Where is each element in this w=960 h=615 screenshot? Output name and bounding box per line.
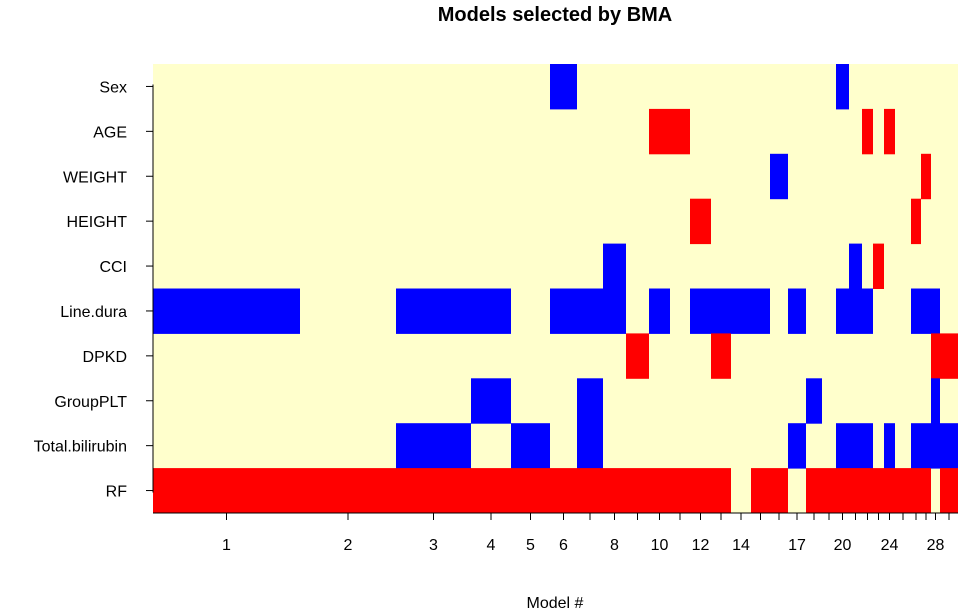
cell-groupplt-4-4 xyxy=(471,378,511,424)
y-tick-label: DPKD xyxy=(83,349,127,366)
cell-age-10-11 xyxy=(649,108,690,155)
cell-line-dura-3-4 xyxy=(396,288,511,334)
cell-cci-8-8 xyxy=(603,243,626,289)
cell-line-dura-17-17 xyxy=(788,288,806,334)
cell-height-26-26 xyxy=(911,198,921,245)
x-axis: 1 2 3 4 5 6 8 10 12 14 17 20 24 28 xyxy=(153,512,958,554)
cell-sex-20-20 xyxy=(836,64,849,110)
cell-dpkd-29-29 xyxy=(940,333,958,379)
cell-line-dura-1-1 xyxy=(153,288,300,334)
cell-rf-15-16 xyxy=(751,468,788,514)
cell-age-22-22 xyxy=(862,108,873,155)
x-tick-label: 4 xyxy=(487,537,496,554)
x-tick-label: 3 xyxy=(429,537,438,554)
cell-line-dura-6-8 xyxy=(550,288,626,334)
cell-sex-6-6 xyxy=(550,64,577,110)
cell-line-dura-12-15 xyxy=(690,288,770,334)
cell-age-24-24 xyxy=(884,108,895,155)
cell-line-dura-20-22 xyxy=(836,288,873,334)
x-axis-title: Model # xyxy=(527,595,584,612)
y-tick-label: HEIGHT xyxy=(67,214,128,231)
y-tick-label: RF xyxy=(106,484,128,501)
x-tick-label: 8 xyxy=(610,537,619,554)
cell-height-12-12 xyxy=(690,198,711,245)
cell-total-bilirubin-3-3 xyxy=(396,423,471,469)
cell-weight-27-27 xyxy=(921,153,931,200)
x-tick-label: 10 xyxy=(651,537,669,554)
cell-dpkd-13-13 xyxy=(711,333,731,379)
cell-total-bilirubin-7-7 xyxy=(577,423,603,469)
cell-total-bilirubin-17-17 xyxy=(788,423,806,469)
x-tick-label: 6 xyxy=(559,537,568,554)
cell-cci-23-23 xyxy=(873,243,884,289)
cell-line-dura-26-28 xyxy=(911,288,940,334)
y-tick-label: CCI xyxy=(99,259,127,276)
cell-line-dura-10-10 xyxy=(649,288,670,334)
y-tick-label: AGE xyxy=(93,124,127,141)
chart-title: Models selected by BMA xyxy=(438,4,673,26)
x-tick-label: 17 xyxy=(788,537,806,554)
cell-weight-16-16 xyxy=(770,153,788,200)
cell-groupplt-7-7 xyxy=(577,378,603,424)
cell-total-bilirubin-5-5 xyxy=(511,423,550,469)
cell-groupplt-28-28 xyxy=(931,378,940,424)
x-tick-label: 20 xyxy=(834,537,852,554)
cell-rf-1-13 xyxy=(153,468,731,514)
y-tick-label: Line.dura xyxy=(60,304,127,321)
y-tick-label: GroupPLT xyxy=(54,394,127,411)
cell-dpkd-28-28 xyxy=(931,333,940,379)
cell-dpkd-9-9 xyxy=(626,333,649,379)
cell-total-bilirubin-24-24 xyxy=(884,423,895,469)
cell-cci-21-21 xyxy=(849,243,862,289)
cell-total-bilirubin-20-22 xyxy=(836,423,873,469)
y-tick-label: Total.bilirubin xyxy=(34,439,127,456)
x-tick-label: 28 xyxy=(927,537,945,554)
cell-groupplt-18-18 xyxy=(806,378,822,424)
cell-total-bilirubin-26-29 xyxy=(911,423,958,469)
x-tick-label: 2 xyxy=(344,537,353,554)
x-tick-label: 24 xyxy=(881,537,899,554)
x-tick-label: 12 xyxy=(692,537,710,554)
x-tick-label: 14 xyxy=(732,537,750,554)
y-axis: Sex AGE WEIGHT HEIGHT CCI Line.dura DPKD GroupP… xyxy=(34,79,154,501)
cells-layer xyxy=(153,64,958,514)
y-tick-label: Sex xyxy=(99,79,127,96)
cell-rf-18-27 xyxy=(806,468,931,514)
cell-rf-29-29 xyxy=(940,468,958,514)
x-tick-label: 5 xyxy=(526,537,535,554)
x-tick-label: 1 xyxy=(222,537,231,554)
y-tick-label: WEIGHT xyxy=(63,169,127,186)
